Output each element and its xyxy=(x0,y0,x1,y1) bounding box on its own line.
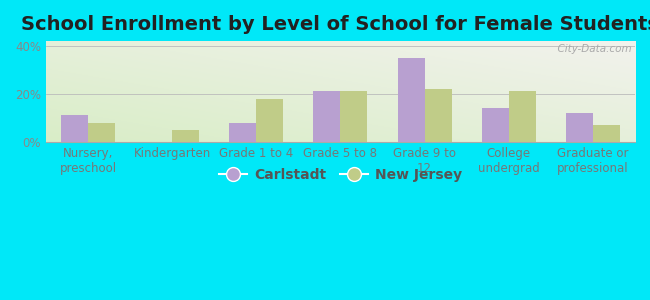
Bar xyxy=(229,123,256,142)
Bar xyxy=(398,58,424,142)
Bar xyxy=(256,99,283,142)
Bar xyxy=(61,116,88,142)
Bar xyxy=(509,92,536,142)
Bar xyxy=(482,108,509,142)
Text: City-Data.com: City-Data.com xyxy=(551,44,632,54)
Bar xyxy=(172,130,199,142)
Bar xyxy=(88,123,115,142)
Bar xyxy=(424,89,452,142)
Bar xyxy=(341,92,367,142)
Bar xyxy=(566,113,593,142)
Legend: Carlstadt, New Jersey: Carlstadt, New Jersey xyxy=(214,162,467,187)
Bar xyxy=(593,125,620,142)
Bar xyxy=(313,92,341,142)
Title: School Enrollment by Level of School for Female Students: School Enrollment by Level of School for… xyxy=(21,15,650,34)
